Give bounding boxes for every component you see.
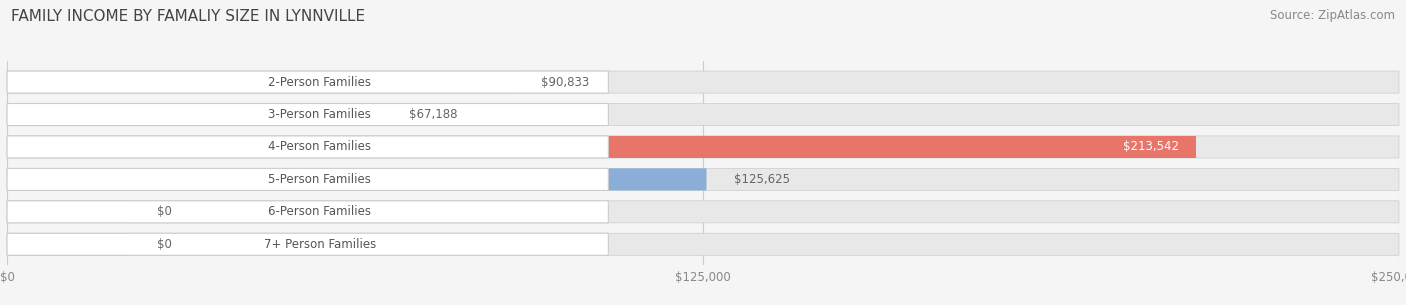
FancyBboxPatch shape <box>7 233 609 255</box>
FancyBboxPatch shape <box>7 136 609 158</box>
Text: $213,542: $213,542 <box>1123 141 1180 153</box>
FancyBboxPatch shape <box>7 136 1197 158</box>
FancyBboxPatch shape <box>7 103 1399 126</box>
FancyBboxPatch shape <box>7 168 609 190</box>
Text: 2-Person Families: 2-Person Families <box>269 76 371 88</box>
FancyBboxPatch shape <box>7 71 609 93</box>
FancyBboxPatch shape <box>7 136 1399 158</box>
FancyBboxPatch shape <box>7 201 1399 223</box>
FancyBboxPatch shape <box>7 71 513 93</box>
Text: 5-Person Families: 5-Person Families <box>269 173 371 186</box>
FancyBboxPatch shape <box>7 103 609 126</box>
FancyBboxPatch shape <box>7 71 1399 93</box>
FancyBboxPatch shape <box>7 233 129 255</box>
Text: $67,188: $67,188 <box>409 108 457 121</box>
Text: $0: $0 <box>157 205 172 218</box>
FancyBboxPatch shape <box>7 168 706 190</box>
FancyBboxPatch shape <box>7 168 1399 190</box>
Text: $90,833: $90,833 <box>540 76 589 88</box>
Text: 6-Person Families: 6-Person Families <box>269 205 371 218</box>
FancyBboxPatch shape <box>7 201 129 223</box>
Text: 4-Person Families: 4-Person Families <box>269 141 371 153</box>
FancyBboxPatch shape <box>7 103 381 126</box>
Text: FAMILY INCOME BY FAMALIY SIZE IN LYNNVILLE: FAMILY INCOME BY FAMALIY SIZE IN LYNNVIL… <box>11 9 366 24</box>
FancyBboxPatch shape <box>7 233 1399 255</box>
Text: Source: ZipAtlas.com: Source: ZipAtlas.com <box>1270 9 1395 22</box>
Text: $125,625: $125,625 <box>734 173 790 186</box>
FancyBboxPatch shape <box>7 201 609 223</box>
Text: 3-Person Families: 3-Person Families <box>269 108 371 121</box>
Text: $0: $0 <box>157 238 172 251</box>
Text: 7+ Person Families: 7+ Person Families <box>263 238 375 251</box>
